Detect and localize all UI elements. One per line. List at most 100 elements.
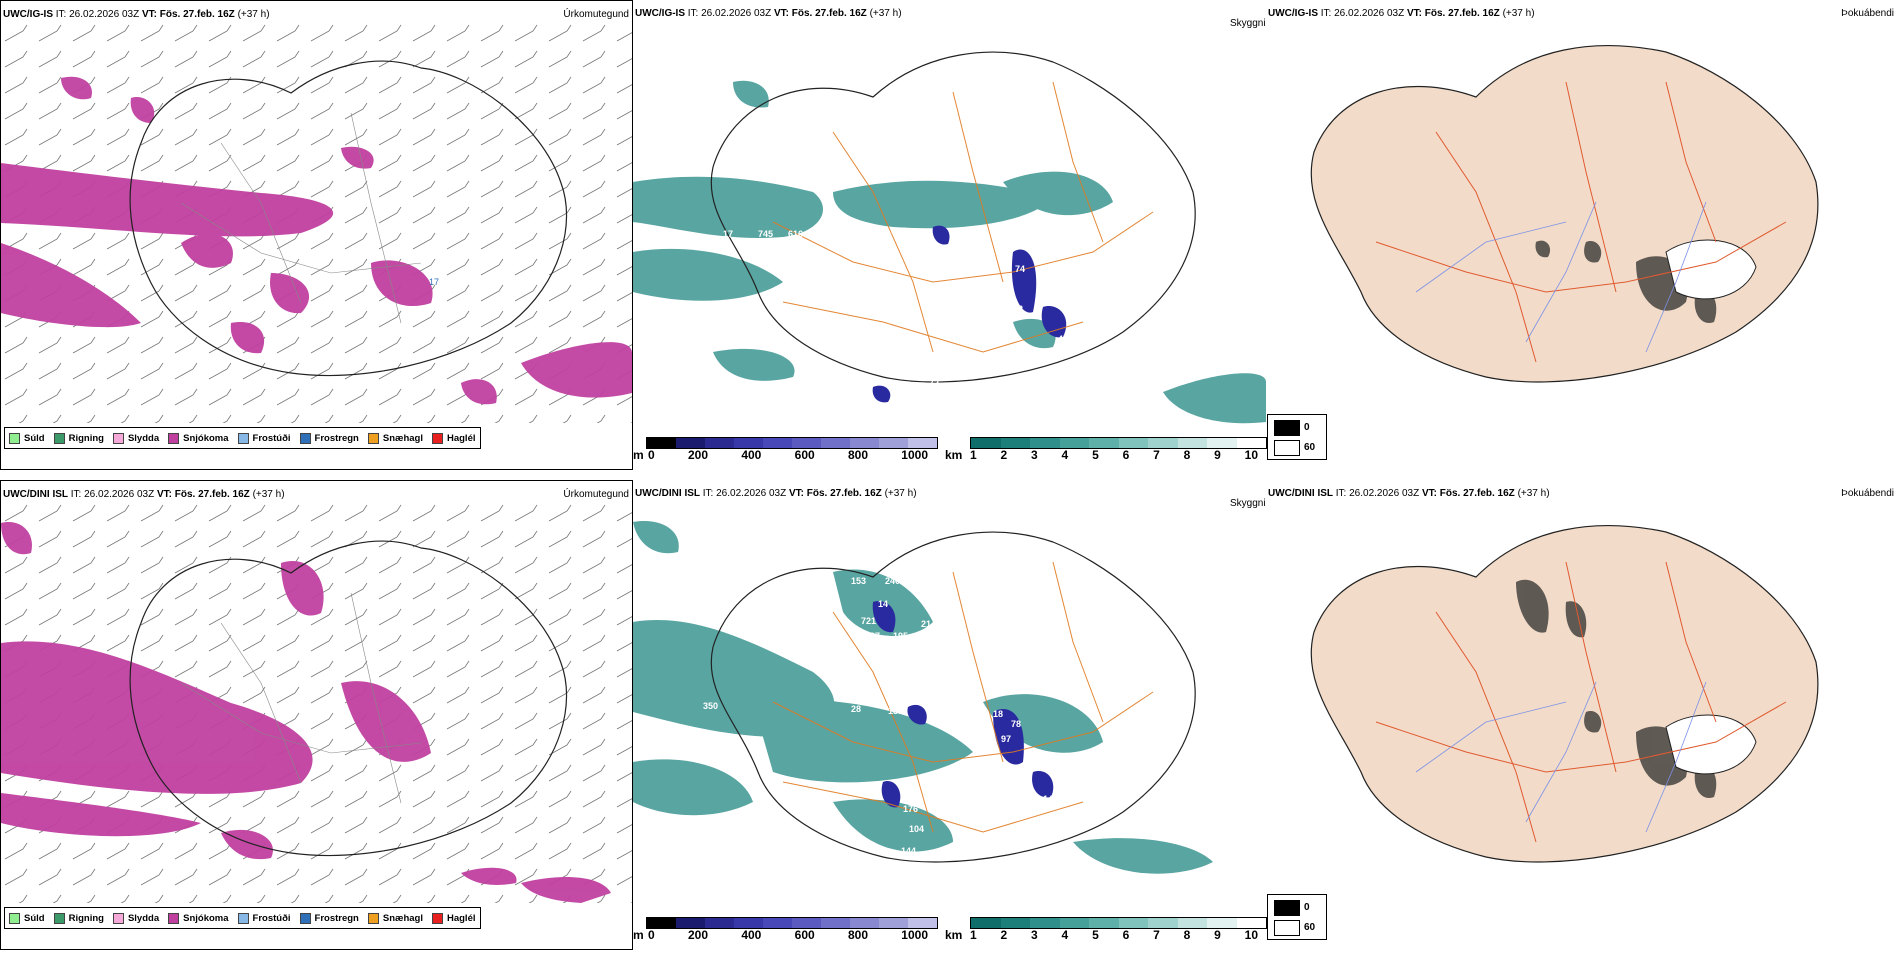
ceiling-label: 22 [1013,304,1023,314]
legend-item: Snjókoma [168,912,229,924]
fog-legend-high-label: 0 [1304,902,1310,913]
ceiling-map: 17 745 616 123 937 160 153 171 118 213 7… [633,51,1266,424]
ceiling-label: 14 [878,599,888,609]
fog-panel: UWC/IG-IS IT: 26.02.2026 03Z VT: Fös. 27… [1266,0,1900,470]
ceiling-label: 78 [1011,719,1021,729]
ceiling-label: 154 [929,849,944,859]
legend-item: Rigning [53,432,104,444]
ceiling-label: 104 [909,824,924,834]
legend-item: Snjókoma [168,432,229,444]
panel-header: UWC/IG-IS IT: 26.02.2026 03Z VT: Fös. 27… [1268,8,1535,19]
ceiling-visibility-panel: UWC/DINI ISL IT: 26.02.2026 03Z VT: Fös.… [633,480,1266,950]
legend-swatch [168,432,180,444]
panel-header: UWC/IG-IS IT: 26.02.2026 03Z VT: Fös. 27… [3,9,270,20]
ceiling-label: 197 [865,631,880,641]
ceiling-label: 322 [1223,894,1238,904]
precip-point-label: 17 [429,277,439,287]
ceiling-map: 153 240 14 721 197 195 21 350 28 189 18 … [633,521,1238,904]
legend-swatch [299,432,311,444]
ceiling-label: 195 [893,631,908,641]
ceiling-label: 123 [793,244,808,254]
ceiling-label: 153 [903,250,918,260]
legend-swatch [53,912,65,924]
precip-map: 17 [1,23,632,423]
panel-title: Þokuábendi [1841,488,1894,499]
ceiling-visibility-panel: UWC/IG-IS IT: 26.02.2026 03Z VT: Fös. 27… [633,0,1266,470]
legend-item: Frostregn [299,432,359,444]
legend-item: Frostúði [237,432,291,444]
visibility-unit: km [945,928,963,942]
ceiling-label: 97 [1001,734,1011,744]
legend-swatch [367,432,379,444]
panel-title: Skyggni [1230,498,1266,509]
legend-swatch [299,912,311,924]
fog-legend: 0 60 [1267,894,1327,940]
forecast-row-2: UWC/DINI ISL IT: 26.02.2026 03Z VT: Fös.… [0,480,1900,955]
ceiling-label: 28 [851,704,861,714]
legend-swatch [53,432,65,444]
ceiling-label: 240 [885,576,900,586]
legend-swatch [112,432,124,444]
precip-type-legend: Súld Rigning Slydda Snjókoma Frostúði Fr… [4,427,481,449]
ceiling-label: 189 [888,706,903,716]
fog-map [1310,525,1819,863]
ceiling-label: 616 [788,229,803,239]
fog-map [1310,45,1819,383]
panel-title: Úrkomutegund [563,9,629,20]
ceiling-label: 937 [891,226,906,236]
ceiling-label: 745 [758,229,773,239]
panel-title: Skyggni [1230,18,1266,29]
panel-header: UWC/DINI ISL IT: 26.02.2026 03Z VT: Fös.… [3,489,285,500]
legend-item: Haglél [431,432,476,444]
visibility-colorbar [970,437,1267,449]
ceiling-label: 18 [993,709,1003,719]
ceiling-unit: m [633,448,644,462]
ceiling-unit: m [633,928,644,942]
panel-header: UWC/DINI ISL IT: 26.02.2026 03Z VT: Fös.… [635,488,917,499]
legend-item: Frostúði [237,912,291,924]
legend-item: Súld [9,432,45,444]
legend-swatch [431,912,443,924]
fog-panel: UWC/DINI ISL IT: 26.02.2026 03Z VT: Fös.… [1266,480,1900,950]
legend-swatch [112,912,124,924]
legend-item: Haglél [431,912,476,924]
ceiling-label: 74 [1015,264,1025,274]
ceiling-label: 213 [923,269,938,279]
ceiling-label: 160 [868,252,883,262]
legend-item: Frostregn [299,912,359,924]
ceiling-label: 721 [861,616,876,626]
legend-item: Rigning [53,912,104,924]
ceiling-label: 46 [1058,334,1068,344]
visibility-ticks: 1 2 3 4 5 6 7 8 9 10 [970,448,1258,462]
legend-swatch [9,912,20,924]
forecast-row-1: UWC/IG-IS IT: 26.02.2026 03Z VT: Fös. 27… [0,0,1900,475]
fog-legend-low-swatch [1274,920,1300,936]
ceiling-ticks: 0 200 400 600 800 1000 [648,448,928,462]
legend-item: Slydda [112,432,159,444]
visibility-unit: km [945,448,963,462]
precip-type-panel: UWC/DINI ISL IT: 26.02.2026 03Z VT: Fös.… [0,480,633,950]
legend-item: Slydda [112,912,159,924]
ceiling-label: 350 [703,701,718,711]
ceiling-ticks: 0 200 400 600 800 1000 [648,928,928,942]
legend-swatch [367,912,379,924]
fog-legend-high-swatch [1274,420,1300,436]
legend-swatch [237,432,249,444]
ceiling-label: 72 [929,378,939,388]
fog-legend: 0 60 [1267,414,1327,460]
fog-legend-high-swatch [1274,900,1300,916]
panel-header: UWC/DINI ISL IT: 26.02.2026 03Z VT: Fös.… [1268,488,1550,499]
legend-item: Snæhagl [367,432,423,444]
legend-swatch [168,912,180,924]
visibility-colorbar [970,917,1267,929]
legend-swatch [431,432,443,444]
visibility-ticks: 1 2 3 4 5 6 7 8 9 10 [970,928,1258,942]
ceiling-label: 144 [901,846,916,856]
ceiling-label: 153 [851,576,866,586]
ceiling-colorbar [646,437,938,449]
ceiling-colorbar [646,917,938,929]
ceiling-label: 269 [911,364,926,374]
legend-swatch [237,912,249,924]
ceiling-label: 118 [978,254,993,264]
ceiling-label: 21 [921,619,931,629]
